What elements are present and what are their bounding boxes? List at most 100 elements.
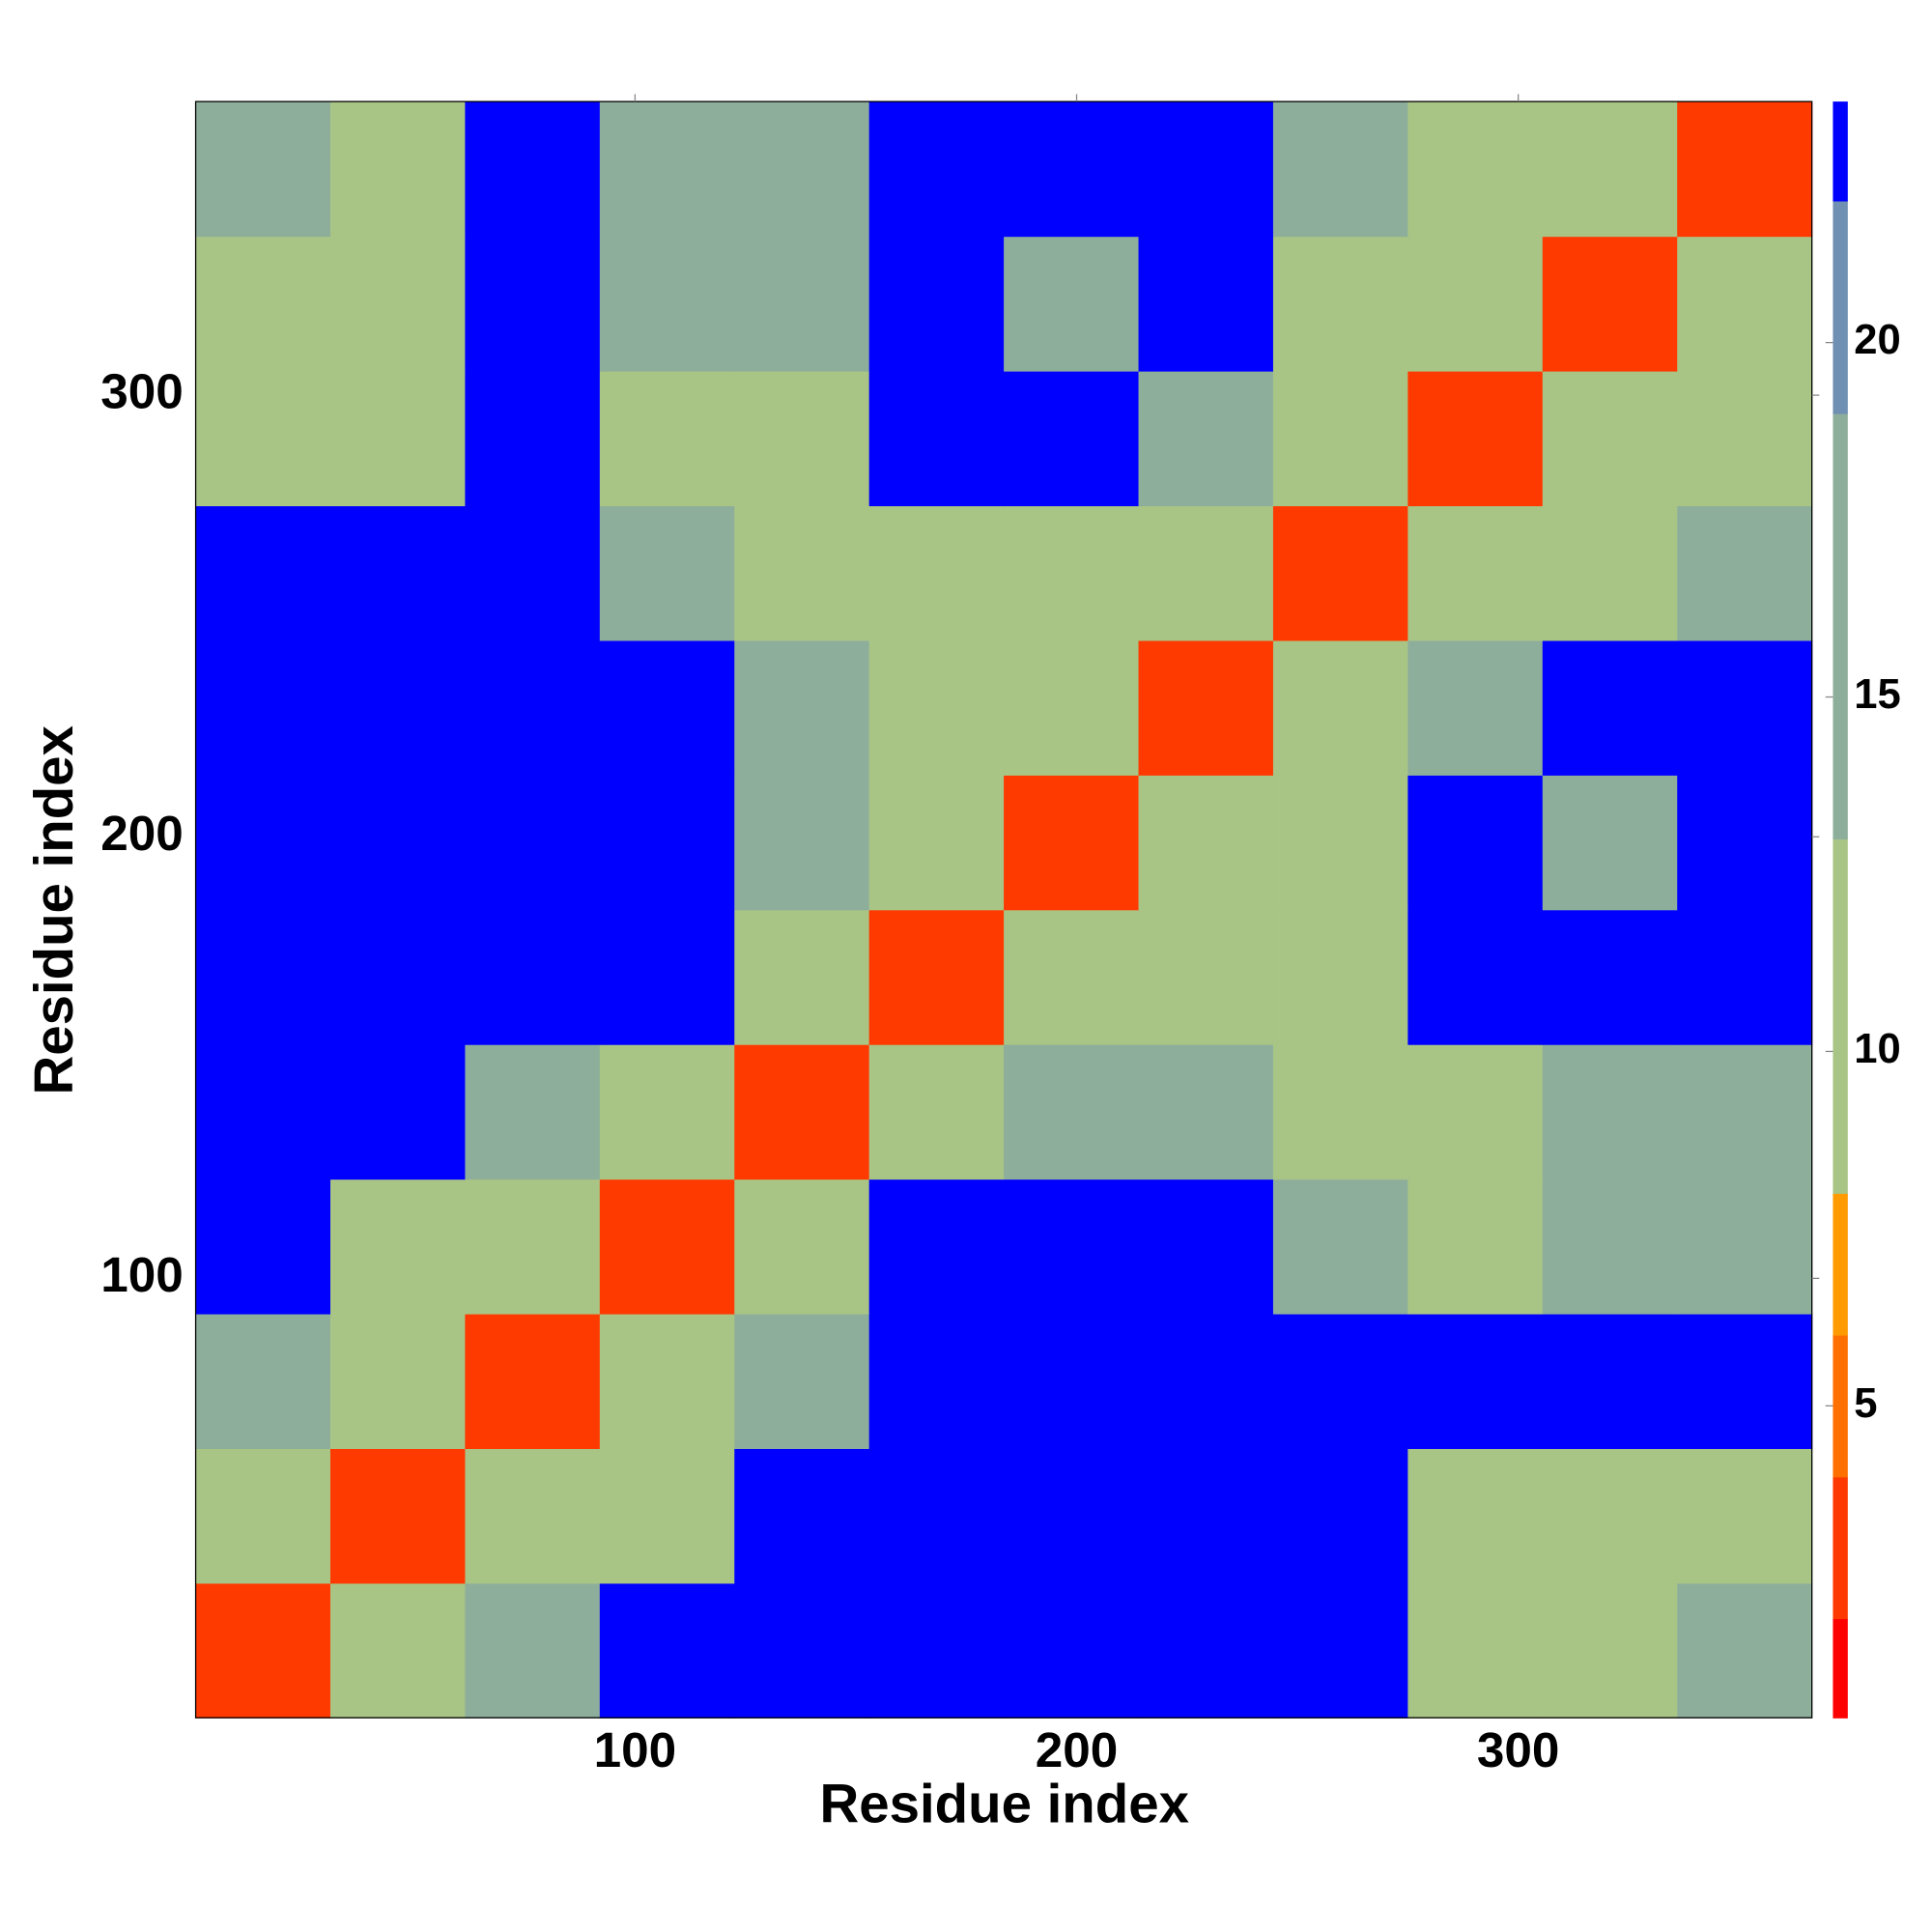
heatmap-cell xyxy=(1138,909,1274,1045)
colorbar-tick-label: 10 xyxy=(1854,1026,1900,1072)
heatmap-cell xyxy=(1407,1448,1544,1584)
heatmap-cell xyxy=(1004,1448,1140,1584)
heatmap-cell xyxy=(868,236,1005,372)
heatmap-cell xyxy=(599,505,735,641)
heatmap-cell xyxy=(734,1044,870,1180)
heatmap-cell xyxy=(1004,101,1140,238)
heatmap-cell xyxy=(868,1313,1005,1449)
heatmap-cell xyxy=(1677,1044,1813,1180)
heatmap-cell xyxy=(599,236,735,372)
colorbar-tick-label: 15 xyxy=(1854,671,1900,718)
heatmap-cell xyxy=(868,370,1005,507)
heatmap-cell xyxy=(1677,236,1813,372)
heatmap-cell xyxy=(1004,1313,1140,1449)
heatmap-cell xyxy=(1407,101,1544,238)
heatmap-cell xyxy=(465,639,601,776)
heatmap-cell xyxy=(1542,1313,1678,1449)
heatmap-cell xyxy=(734,505,870,641)
heatmap-cell xyxy=(1677,505,1813,641)
heatmap-cell xyxy=(1542,1044,1678,1180)
heatmap-cell xyxy=(734,1313,870,1449)
heatmap-cell xyxy=(1004,639,1140,776)
x-axis-label: Residue index xyxy=(820,1774,1189,1834)
heatmap-cell xyxy=(465,1313,601,1449)
heatmap-cell xyxy=(329,1044,467,1180)
heatmap-cell xyxy=(195,639,331,776)
heatmap-cell xyxy=(599,1313,735,1449)
heatmap-cell xyxy=(868,1448,1005,1584)
heatmap-cell xyxy=(465,909,601,1045)
heatmap-cell xyxy=(1272,1582,1409,1719)
heatmap-cell xyxy=(868,1179,1005,1315)
heatmap-cell xyxy=(1677,909,1813,1045)
heatmap-cell xyxy=(1407,909,1544,1045)
heatmap-cell xyxy=(465,1448,601,1584)
heatmap-cell xyxy=(1272,1179,1409,1315)
heatmap-cell xyxy=(1004,909,1140,1045)
heatmap-cell xyxy=(329,1448,467,1584)
heatmap-cell xyxy=(599,1179,735,1315)
heatmap-cell xyxy=(734,775,870,911)
heatmap-cell xyxy=(1677,1313,1813,1449)
heatmap-cell xyxy=(1272,1044,1409,1180)
colorbar-band xyxy=(1833,1476,1848,1620)
heatmap-cell xyxy=(599,775,735,911)
heatmap-cell xyxy=(1272,1448,1409,1584)
heatmap-cell xyxy=(329,909,467,1045)
heatmap-cell xyxy=(1542,370,1678,507)
heatmap-cell xyxy=(1272,505,1409,641)
y-tick-label: 100 xyxy=(100,1247,184,1302)
heatmap-cell xyxy=(1004,370,1140,507)
heatmap-cell xyxy=(1138,236,1274,372)
heatmap-cell xyxy=(599,370,735,507)
heatmap-cell xyxy=(1677,1582,1813,1719)
x-tick-label: 100 xyxy=(594,1722,677,1777)
y-axis-label: Residue index xyxy=(23,725,84,1094)
colorbar-band xyxy=(1833,1334,1848,1478)
heatmap-cell xyxy=(1138,505,1274,641)
heatmap-cell xyxy=(465,1179,601,1315)
heatmap-cell xyxy=(1004,236,1140,372)
heatmap-cell xyxy=(1542,101,1678,238)
heatmap-cell xyxy=(329,775,467,911)
heatmap-cell xyxy=(1272,909,1409,1045)
heatmap-cell xyxy=(195,236,331,372)
heatmap-cell xyxy=(734,1448,870,1584)
heatmap-cell xyxy=(1138,1448,1274,1584)
heatmap-cell xyxy=(1138,1313,1274,1449)
heatmap-cell xyxy=(599,639,735,776)
heatmap-cell xyxy=(1407,236,1544,372)
heatmap-cell xyxy=(1542,236,1678,372)
heatmap-cell xyxy=(599,1044,735,1180)
heatmap-cell xyxy=(1004,505,1140,641)
heatmap-cell xyxy=(465,236,601,372)
heatmap-cell xyxy=(868,1044,1005,1180)
colorbar-band xyxy=(1833,413,1848,839)
colorbar-band xyxy=(1833,838,1848,1194)
heatmap-cell xyxy=(1677,370,1813,507)
heatmap-cell xyxy=(329,1313,467,1449)
heatmap-cell xyxy=(734,101,870,238)
heatmap-cell xyxy=(465,101,601,238)
colorbar-band xyxy=(1833,1618,1848,1719)
heatmap-cell xyxy=(195,1448,331,1584)
y-tick-label: 200 xyxy=(100,806,184,861)
heatmap-cell xyxy=(734,639,870,776)
heatmap-cell xyxy=(465,1044,601,1180)
heatmap-cell xyxy=(195,1179,331,1315)
heatmap-cell xyxy=(1542,1179,1678,1315)
heatmap-cell xyxy=(599,909,735,1045)
colorbar-band xyxy=(1833,101,1848,202)
heatmap-cell xyxy=(599,101,735,238)
heatmap-cell xyxy=(329,1582,467,1719)
heatmap-cell xyxy=(868,639,1005,776)
heatmap-cell xyxy=(1138,101,1274,238)
heatmap-cell xyxy=(868,101,1005,238)
heatmap-cell xyxy=(1677,775,1813,911)
heatmap-cell xyxy=(1004,775,1140,911)
heatmap-cell xyxy=(1407,639,1544,776)
heatmap-cell xyxy=(1542,775,1678,911)
heatmap-cell xyxy=(465,370,601,507)
heatmap-cell xyxy=(1138,370,1274,507)
